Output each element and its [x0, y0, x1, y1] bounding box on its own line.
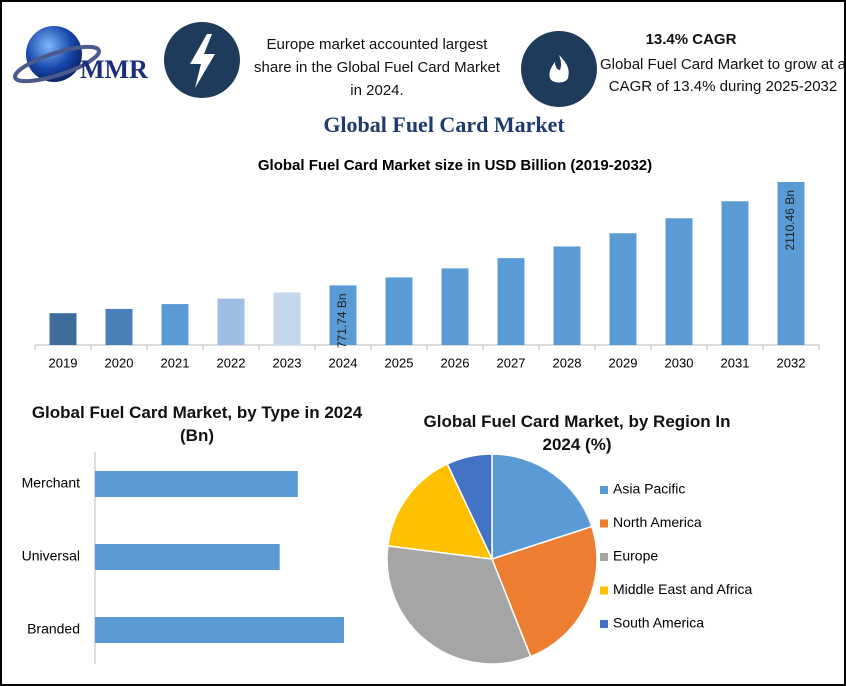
- legend-swatch: [600, 486, 608, 494]
- x-tick-label: 2022: [217, 355, 246, 370]
- x-tick-label: 2021: [161, 355, 190, 370]
- value-label: 2110.46 Bn: [783, 190, 797, 251]
- pie-slice: [491, 453, 593, 561]
- legend-swatch: [600, 620, 608, 628]
- bar: [95, 544, 280, 570]
- bar: [49, 313, 77, 345]
- bar: [105, 308, 133, 345]
- legend-label: North America: [613, 514, 702, 530]
- y-tick-label: Universal: [22, 548, 80, 564]
- header-graphics: MMR: [13, 22, 597, 107]
- bar: [497, 258, 525, 345]
- bar: [273, 292, 301, 345]
- x-tick-label: 2028: [553, 355, 582, 370]
- x-tick-label: 2023: [273, 355, 302, 370]
- cagr-text: Global Fuel Card Market to grow at a CAG…: [600, 56, 846, 95]
- legend-swatch: [600, 519, 608, 528]
- legend-swatch: [600, 553, 608, 561]
- legend-label: Middle East and Africa: [613, 581, 753, 597]
- bar: [95, 617, 344, 643]
- x-tick-label: 2029: [609, 355, 638, 370]
- x-tick-label: 2019: [49, 355, 78, 370]
- legend-label: South America: [613, 615, 704, 631]
- x-tick-label: 2027: [497, 355, 526, 370]
- chart: 2019 2020 2021 2022 2023 2024 771.74 Bn 2025 202…: [34, 182, 820, 370]
- europe-note: Europe market accounted largest share in…: [254, 36, 500, 99]
- bar: [553, 246, 581, 345]
- bar: [665, 218, 693, 345]
- bar: [777, 182, 805, 345]
- chart: Merchant Universal Branded: [22, 452, 344, 664]
- pie-slice: [386, 545, 532, 665]
- y-tick-label: Merchant: [22, 475, 80, 491]
- bar: [721, 201, 749, 345]
- x-tick-label: 2020: [105, 355, 134, 370]
- chart-title: Global Fuel Card Market size in USD Bill…: [257, 157, 653, 174]
- x-tick-label: 2031: [721, 355, 750, 370]
- bolt-shape: [190, 34, 215, 88]
- bar: [161, 304, 189, 345]
- cagr-title: 13.4% CAGR: [645, 31, 737, 48]
- legend-label: Asia Pacific: [613, 481, 685, 497]
- bar: [385, 277, 413, 345]
- bar: [441, 268, 469, 345]
- bar: [609, 233, 637, 345]
- logo-text: MMR: [80, 55, 148, 84]
- bar: [329, 285, 357, 345]
- bar: [217, 298, 245, 345]
- x-tick-label: 2024: [329, 355, 358, 370]
- legend-label: Europe: [613, 548, 658, 564]
- x-tick-label: 2026: [441, 355, 470, 370]
- pie-slice: [386, 462, 494, 560]
- pie-slice: [446, 453, 493, 560]
- value-label: 771.74 Bn: [335, 293, 349, 348]
- logo-orbit: [13, 44, 101, 84]
- flame-icon: [521, 31, 597, 107]
- legend-swatch: [600, 586, 608, 595]
- x-tick-label: 2032: [777, 355, 806, 370]
- main-title: Global Fuel Card Market: [323, 112, 565, 137]
- y-tick-label: Branded: [27, 621, 80, 637]
- flame-shape: [549, 55, 569, 83]
- bar: [95, 471, 298, 497]
- chart-title: Global Fuel Card Market, by Region In 20…: [423, 412, 731, 454]
- x-tick-label: 2030: [665, 355, 694, 370]
- chart: Asia Pacific North America Europe Middle Ea…: [386, 453, 753, 665]
- x-tick-label: 2025: [385, 355, 414, 370]
- chart-title: Global Fuel Card Market, by Type in 2024…: [31, 403, 363, 445]
